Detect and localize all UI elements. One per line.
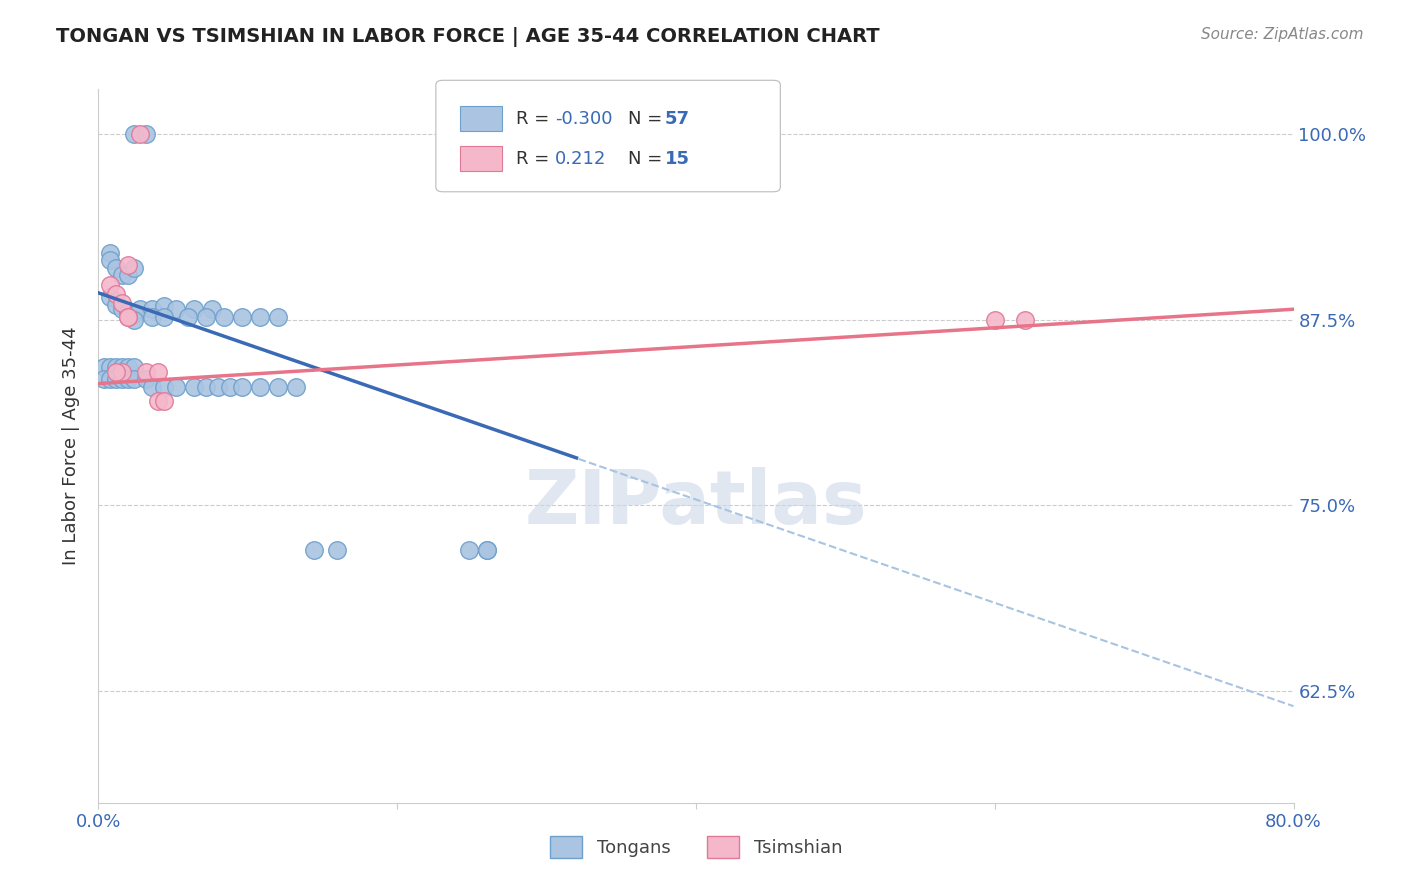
- Point: [98, 278, 122, 293]
- Point: [141, 310, 163, 324]
- Point: [153, 394, 176, 409]
- Point: [177, 310, 200, 324]
- Point: [93, 360, 115, 375]
- Point: [135, 365, 157, 379]
- Point: [98, 372, 122, 386]
- Point: [231, 379, 253, 393]
- Point: [117, 310, 139, 324]
- Point: [141, 379, 163, 393]
- Point: [165, 379, 187, 393]
- Point: [111, 268, 134, 282]
- Y-axis label: In Labor Force | Age 35-44: In Labor Force | Age 35-44: [62, 326, 80, 566]
- Point: [984, 312, 1007, 326]
- Point: [117, 372, 139, 386]
- Point: [105, 365, 128, 379]
- Point: [458, 543, 481, 558]
- Legend: Tongans, Tsimshian: Tongans, Tsimshian: [543, 829, 849, 865]
- Text: R =: R =: [516, 110, 555, 128]
- Point: [212, 310, 235, 324]
- Point: [475, 543, 498, 558]
- Point: [111, 296, 134, 310]
- Point: [183, 379, 205, 393]
- Point: [475, 543, 498, 558]
- Point: [105, 287, 128, 301]
- Point: [148, 394, 170, 409]
- Point: [129, 302, 152, 317]
- Point: [326, 543, 349, 558]
- Point: [117, 360, 139, 375]
- Point: [153, 310, 176, 324]
- Text: R =: R =: [516, 150, 555, 168]
- Point: [148, 365, 170, 379]
- Point: [249, 310, 271, 324]
- Text: 57: 57: [665, 110, 690, 128]
- Text: N =: N =: [628, 150, 668, 168]
- Point: [165, 302, 187, 317]
- Point: [267, 379, 290, 393]
- Point: [98, 290, 122, 304]
- Point: [98, 245, 122, 260]
- Point: [111, 365, 134, 379]
- Point: [93, 372, 115, 386]
- Point: [124, 312, 146, 326]
- Point: [249, 379, 271, 393]
- Point: [124, 127, 146, 141]
- Point: [117, 258, 139, 272]
- Point: [105, 260, 128, 275]
- Point: [111, 302, 134, 317]
- Text: Source: ZipAtlas.com: Source: ZipAtlas.com: [1201, 27, 1364, 42]
- Text: TONGAN VS TSIMSHIAN IN LABOR FORCE | AGE 35-44 CORRELATION CHART: TONGAN VS TSIMSHIAN IN LABOR FORCE | AGE…: [56, 27, 880, 46]
- Point: [284, 379, 307, 393]
- Point: [153, 299, 176, 313]
- Point: [124, 360, 146, 375]
- Text: ZIPatlas: ZIPatlas: [524, 467, 868, 540]
- Point: [1014, 312, 1036, 326]
- Text: N =: N =: [628, 110, 668, 128]
- Point: [124, 260, 146, 275]
- Point: [135, 127, 157, 141]
- Point: [195, 310, 218, 324]
- Point: [98, 253, 122, 268]
- Point: [267, 310, 290, 324]
- Point: [201, 302, 224, 317]
- Point: [219, 379, 242, 393]
- Point: [124, 372, 146, 386]
- Text: -0.300: -0.300: [555, 110, 613, 128]
- Point: [153, 379, 176, 393]
- Point: [207, 379, 229, 393]
- Point: [135, 372, 157, 386]
- Point: [195, 379, 218, 393]
- Point: [105, 360, 128, 375]
- Point: [105, 298, 128, 312]
- Point: [98, 360, 122, 375]
- Point: [124, 307, 146, 321]
- Point: [111, 372, 134, 386]
- Point: [183, 302, 205, 317]
- Point: [117, 310, 139, 324]
- Point: [105, 372, 128, 386]
- Point: [129, 127, 152, 141]
- Text: 15: 15: [665, 150, 690, 168]
- Point: [141, 302, 163, 317]
- Point: [117, 305, 139, 319]
- Point: [111, 360, 134, 375]
- Text: 0.212: 0.212: [555, 150, 607, 168]
- Point: [302, 543, 325, 558]
- Point: [117, 268, 139, 282]
- Point: [231, 310, 253, 324]
